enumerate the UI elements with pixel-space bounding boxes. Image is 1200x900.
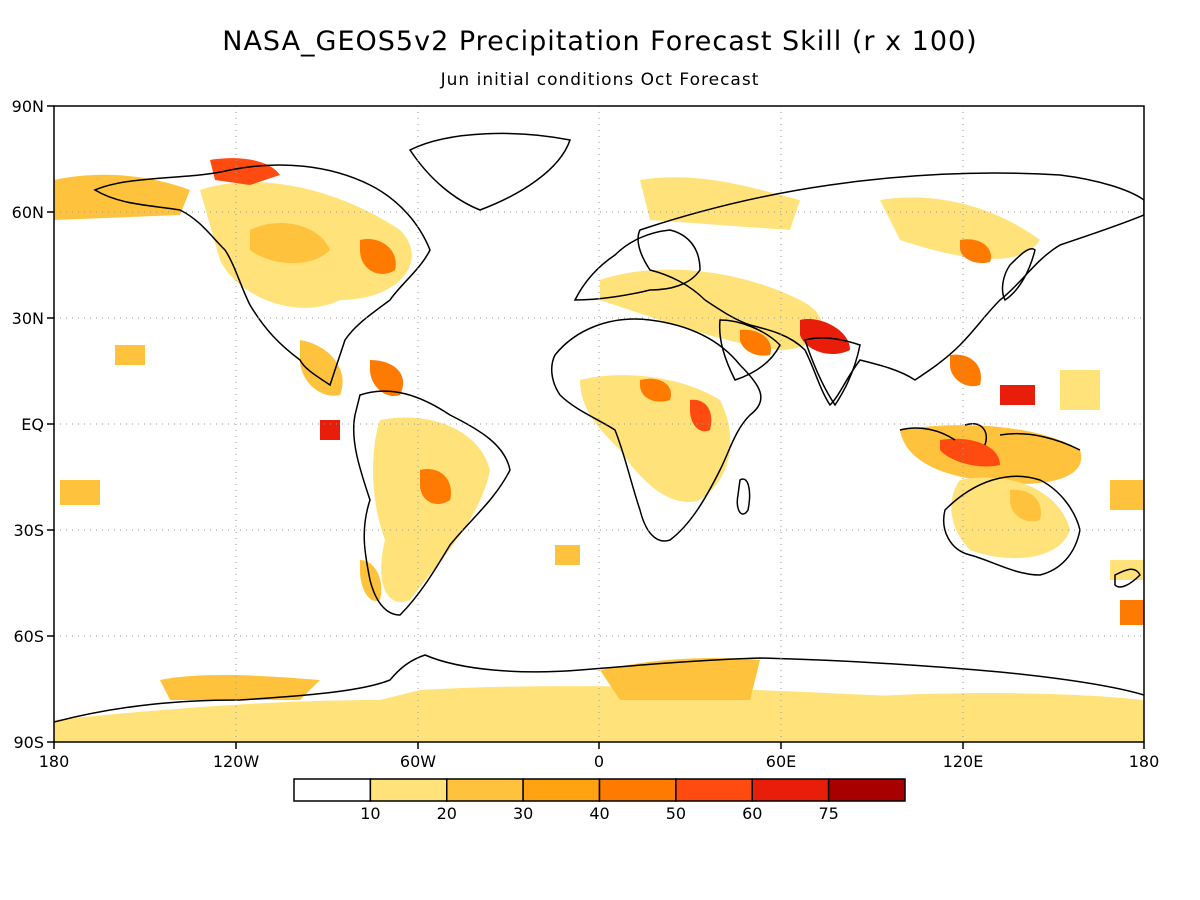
colorbar-swatch — [369, 778, 448, 802]
skill-shading — [54, 158, 1144, 742]
lon-tick-label: 120W — [213, 752, 260, 771]
colorbar-label: 50 — [666, 804, 686, 823]
colorbar-swatch — [446, 778, 524, 802]
lat-tick-label: 60N — [12, 203, 44, 222]
colorbar-label: 10 — [360, 804, 380, 823]
lat-tick-label: EQ — [21, 415, 44, 434]
colorbar-label: 75 — [818, 804, 838, 823]
lat-tick-label: 90N — [12, 97, 44, 116]
map-subtitle: Jun initial conditions Oct Forecast — [440, 70, 760, 90]
colorbar-swatch — [522, 778, 601, 802]
colorbar-label: 30 — [513, 804, 533, 823]
lon-tick-label: 180 — [39, 752, 70, 771]
lon-tick-label: 60E — [766, 752, 796, 771]
colorbar-swatch — [293, 778, 372, 802]
colorbar-swatch — [827, 778, 906, 802]
lon-tick-label: 0 — [594, 752, 604, 771]
colorbar-label: 60 — [742, 804, 762, 823]
colorbar: 10 20 30 40 50 60 75 — [293, 778, 906, 823]
colorbar-swatch — [598, 778, 677, 802]
colorbar-swatch — [751, 778, 830, 802]
map-title: NASA_GEOS5v2 Precipitation Forecast Skil… — [222, 26, 978, 57]
colorbar-label: 40 — [589, 804, 609, 823]
colorbar-label: 20 — [437, 804, 457, 823]
lat-tick-label: 30S — [13, 521, 44, 540]
lat-tick-label: 30N — [12, 309, 44, 328]
lat-tick-label: 60S — [13, 627, 44, 646]
lon-tick-label: 60W — [400, 752, 436, 771]
lon-tick-label: 180 — [1129, 752, 1160, 771]
tick-marks — [47, 105, 1145, 749]
gridlines — [54, 106, 1144, 742]
lat-tick-label: 90S — [13, 733, 44, 752]
coastlines — [54, 132, 1144, 723]
colorbar-swatch — [675, 778, 753, 802]
lon-tick-label: 120E — [943, 752, 984, 771]
